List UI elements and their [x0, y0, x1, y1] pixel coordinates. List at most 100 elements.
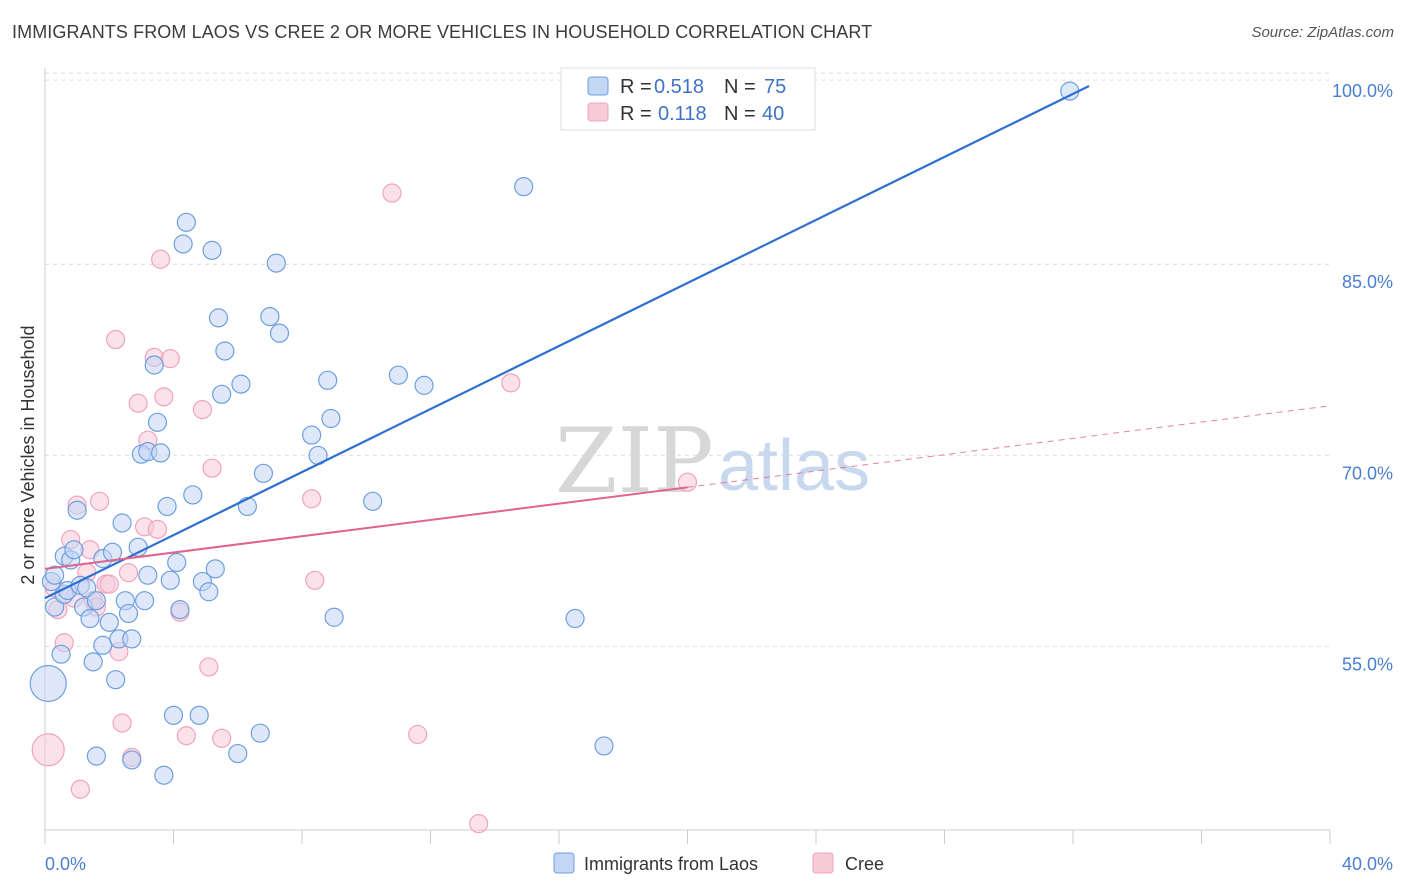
cree-point [31, 733, 65, 767]
laos-points [29, 81, 1080, 785]
y-tick-label: 85.0% [1342, 272, 1393, 292]
stats-legend: R = 0.518 N = 75 R = 0.118 N = 40 [560, 67, 816, 131]
cree-point [160, 349, 180, 369]
legend-n-label-laos: N = [724, 76, 756, 98]
legend-n-value-cree: 40 [762, 103, 784, 125]
laos-point [414, 375, 434, 395]
laos-point [86, 591, 107, 611]
laos-point [134, 591, 155, 611]
laos-point [163, 705, 184, 725]
laos-trend-line [44, 85, 1090, 600]
laos-point [565, 608, 585, 629]
cree-point [302, 489, 322, 509]
laos-point [388, 365, 408, 385]
laos-point [202, 240, 222, 260]
laos-point [122, 629, 142, 649]
laos-point [67, 500, 87, 520]
laos-point [83, 652, 103, 672]
laos-point [80, 608, 100, 629]
y-tick-label: 100.0% [1332, 81, 1393, 101]
series-legend: Immigrants from Laos Cree [553, 852, 884, 874]
cree-point [176, 726, 196, 746]
cree-point [408, 724, 428, 745]
cree-trend-line-extension [687, 405, 1331, 488]
laos-point [45, 597, 65, 617]
legend-swatch-cree [587, 102, 609, 122]
y-tick-label: 55.0% [1342, 654, 1393, 674]
laos-point [122, 750, 142, 770]
laos-point [160, 570, 180, 590]
laos-point [176, 212, 196, 232]
laos-point [93, 635, 113, 655]
laos-point [157, 496, 177, 517]
cree-point [202, 458, 222, 478]
cree-point [501, 373, 521, 393]
laos-point [212, 384, 232, 404]
cree-point [305, 570, 325, 590]
laos-point [51, 644, 71, 664]
cree-point [70, 779, 90, 799]
laos-point [45, 565, 65, 585]
watermark: ZIP atlas [555, 409, 870, 514]
laos-point [269, 323, 290, 343]
laos-point [215, 341, 235, 361]
bottom-legend-label-laos: Immigrants from Laos [584, 854, 758, 874]
y-tick-labels: 55.0% 70.0% 85.0% 100.0% [1332, 81, 1393, 674]
cree-point [154, 387, 174, 407]
laos-point [183, 485, 203, 505]
legend-r-label-cree: R = [620, 103, 652, 125]
cree-point [147, 519, 168, 539]
cree-point [469, 814, 489, 834]
bottom-legend-label-cree: Cree [845, 854, 884, 874]
cree-point [90, 491, 110, 511]
legend-r-value-laos: 0.518 [654, 76, 704, 98]
laos-point [228, 743, 248, 764]
laos-point [99, 612, 119, 632]
legend-r-label-laos: R = [620, 76, 652, 98]
laos-point [260, 306, 280, 327]
cree-trend-line [44, 486, 688, 570]
legend-n-value-laos: 75 [764, 76, 786, 98]
cree-point [151, 249, 171, 269]
cree-point [106, 329, 126, 350]
laos-point [594, 736, 614, 756]
cree-point [382, 183, 402, 203]
cree-point [199, 657, 219, 677]
bottom-legend-swatch-cree [812, 852, 834, 874]
laos-point [253, 463, 274, 483]
laos-point [147, 412, 168, 432]
cree-points [31, 183, 698, 834]
laos-point [64, 540, 84, 560]
y-axis-title: 2 or more Vehicles in Household [18, 325, 38, 584]
x-tick-label: 40.0% [1342, 854, 1393, 874]
laos-point [363, 491, 383, 511]
watermark-zip: ZIP [555, 409, 714, 514]
cree-point [128, 393, 148, 413]
laos-point [237, 496, 257, 517]
laos-point [151, 443, 171, 463]
laos-point [250, 723, 270, 743]
laos-point [318, 370, 338, 390]
laos-point [118, 603, 139, 624]
laos-point [29, 664, 67, 703]
gridlines [45, 72, 1330, 647]
legend-r-value-cree: 0.118 [658, 103, 707, 125]
laos-point [112, 513, 132, 533]
laos-point [144, 355, 164, 375]
laos-point [321, 408, 341, 429]
trend-lines [44, 85, 1331, 600]
laos-point [514, 177, 534, 197]
laos-point [77, 578, 97, 598]
x-tick-labels: 0.0% 40.0% [45, 854, 1393, 874]
laos-point [173, 234, 193, 254]
cree-point [99, 574, 119, 594]
laos-point [86, 746, 107, 766]
y-tick-label: 70.0% [1342, 463, 1393, 483]
laos-point [106, 670, 126, 690]
cree-point [112, 713, 132, 733]
laos-point [266, 253, 286, 273]
laos-point [324, 607, 344, 627]
source-label: Source: ZipAtlas.com [1251, 24, 1394, 41]
laos-point [170, 600, 190, 620]
legend-n-label-cree: N = [724, 103, 756, 125]
